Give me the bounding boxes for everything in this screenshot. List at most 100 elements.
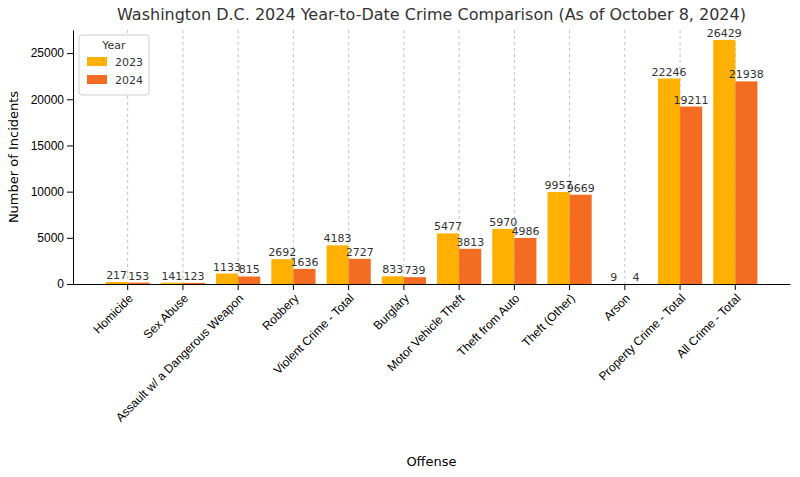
data-label: 833 (382, 263, 403, 276)
tick-label: 20000 (31, 93, 65, 107)
tick-label: Theft from Auto (455, 291, 523, 359)
tick-mark (67, 238, 73, 239)
legend-swatch (87, 75, 107, 84)
chart: 2171411133269241838335477597099579222462… (0, 0, 800, 477)
x-axis: HomicideSex AbuseAssault w/ a Dangerous … (74, 284, 791, 425)
tick-mark (67, 99, 73, 100)
tick-label: All Crime - Total (674, 291, 744, 361)
tick: 25000 (31, 46, 73, 60)
data-label: 815 (239, 263, 260, 276)
tick-label: Sex Abuse (141, 291, 192, 342)
bar (161, 283, 183, 284)
tick-label: Homicide (91, 291, 136, 336)
tick-mark (624, 284, 625, 290)
bar (459, 249, 481, 284)
tick-mark (514, 284, 515, 290)
tick: Burglary (370, 284, 411, 333)
data-label: 9 (610, 271, 617, 284)
grid-line (182, 30, 183, 284)
tick-mark (127, 284, 128, 290)
data-label: 21938 (729, 68, 764, 81)
tick-mark (67, 192, 73, 193)
tick-label: Theft (Other) (519, 291, 577, 349)
legend: Year20232024 (79, 35, 149, 95)
data-label: 22246 (652, 66, 687, 79)
data-label: 5477 (434, 220, 462, 233)
legend-swatch (87, 57, 107, 66)
bar-series (106, 40, 736, 284)
axis-line (74, 284, 791, 285)
data-label: 4986 (511, 225, 539, 238)
bars (106, 40, 758, 284)
legend-label: 2023 (115, 56, 143, 69)
tick: Arson (601, 284, 633, 323)
tick: 10000 (31, 185, 73, 199)
tick: Theft (Other) (519, 284, 577, 350)
tick: Robbery (260, 284, 302, 333)
y-axis-title: Number of Incidents (6, 91, 21, 223)
bar (404, 277, 426, 284)
data-label: 2727 (346, 246, 374, 259)
tick-mark (403, 284, 404, 290)
grid-line (238, 30, 239, 284)
tick: Theft from Auto (455, 284, 523, 359)
data-label: 19211 (674, 94, 709, 107)
legend-label: 2024 (115, 74, 143, 87)
tick-mark (67, 145, 73, 146)
tick: All Crime - Total (674, 284, 744, 361)
data-label: 153 (128, 270, 149, 283)
data-label: 4 (632, 271, 639, 284)
tick-mark (67, 53, 73, 54)
bar (570, 195, 592, 284)
tick-mark (182, 284, 183, 290)
data-label: 9669 (567, 182, 595, 195)
tick: 15000 (31, 139, 73, 153)
x-axis-title: Offense (406, 454, 456, 469)
axis-line (73, 31, 74, 285)
bar (735, 81, 757, 284)
tick-label: Motor Vehicle Theft (384, 291, 467, 374)
data-labels: 2171411133269241838335477597099579222462… (106, 27, 764, 284)
bar (382, 276, 404, 284)
tick-label: Violent Crime - Total (271, 291, 357, 377)
data-label: 141 (161, 270, 182, 283)
tick-label: Robbery (260, 291, 302, 333)
tick: Property Crime - Total (596, 284, 688, 383)
bar (238, 276, 260, 284)
tick-mark (680, 284, 681, 290)
tick: 0 (57, 277, 73, 291)
grid-line (624, 30, 625, 284)
tick: 5000 (37, 231, 73, 245)
bar (548, 192, 570, 284)
tick-mark (735, 284, 736, 290)
tick: 20000 (31, 93, 73, 107)
tick-mark (67, 284, 73, 285)
data-label: 4183 (324, 232, 352, 245)
tick: Homicide (91, 284, 136, 336)
bar (349, 259, 371, 284)
data-label: 3813 (456, 236, 484, 249)
tick-label: 0 (57, 277, 64, 291)
tick: Sex Abuse (141, 284, 192, 342)
data-label: 1133 (213, 261, 241, 274)
title: Washington D.C. 2024 Year-to-Date Crime … (117, 5, 746, 24)
bar (128, 283, 150, 284)
tick-mark (238, 284, 239, 290)
tick-label: Burglary (370, 291, 411, 332)
grid-line (403, 30, 404, 284)
tick-mark (293, 284, 294, 290)
data-label: 217 (106, 269, 127, 282)
y-axis: 0 5000 10000 15000 20000 25000 (31, 31, 74, 292)
bar (106, 282, 128, 284)
data-label: 26429 (707, 27, 742, 40)
tick-label: 25000 (31, 46, 65, 60)
bar-series (128, 81, 758, 284)
tick-label: Property Crime - Total (596, 291, 688, 383)
bar (658, 79, 680, 284)
data-label: 739 (404, 264, 425, 277)
tick-mark (569, 284, 570, 290)
grid (128, 30, 736, 284)
tick-mark (348, 284, 349, 290)
legend-box (79, 35, 149, 95)
tick: Violent Crime - Total (271, 284, 357, 377)
